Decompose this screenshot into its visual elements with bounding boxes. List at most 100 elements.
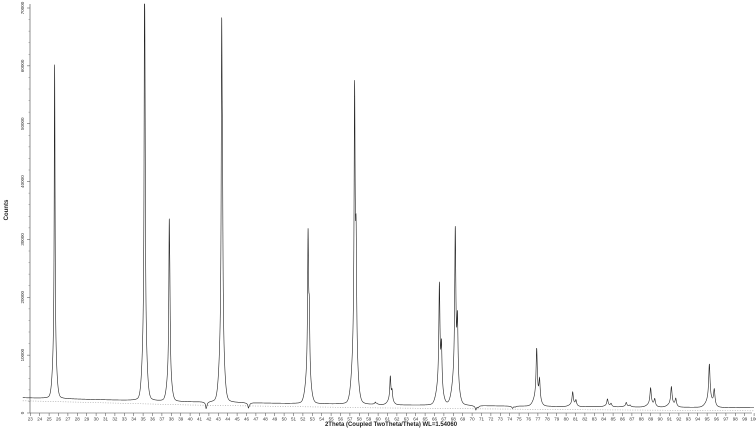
x-tick-label: 86 [620,417,626,422]
peak-point [168,242,170,244]
y-tick-label: 20000 [20,291,25,304]
x-tick-label: 81 [573,417,579,422]
background-line [22,400,755,412]
x-tick-label: 23 [28,417,34,422]
x-tick-label: 80 [564,417,570,422]
x-tick-label: 100 [750,417,756,422]
peak-point [607,398,608,400]
x-tick-label: 55 [329,417,335,422]
y-tick-label: 60000 [20,59,25,72]
peak-point [439,285,440,287]
x-tick-label: 94 [695,417,701,422]
x-tick-label: 66 [432,417,438,422]
y-tick-label: 10000 [20,348,25,361]
x-tick-label: 65 [423,417,429,422]
x-tick-label: 69 [460,417,466,422]
x-tick-label: 68 [451,417,457,422]
peak-point [354,96,355,97]
x-tick-label: 91 [667,417,673,422]
y-tick-label: 0 [20,411,25,414]
x-tick-label: 72 [488,417,494,422]
peak-point [54,134,55,136]
x-tick-label: 47 [253,417,259,422]
x-tick-label: 74 [507,417,513,422]
x-tick-label: 30 [94,417,100,422]
x-tick-label: 93 [686,417,692,422]
y-ticks: 0 10000 20000 30000 40000 50000 60000 70000 [20,1,30,414]
peak-point [738,407,740,409]
y-axis-title: Counts [4,199,10,220]
x-tick-label: 46 [244,417,250,422]
axes [29,4,752,414]
x-tick-label: 32 [112,417,118,422]
peak-marks [54,37,740,411]
x-tick-label: 78 [545,417,551,422]
peak-point [454,231,456,233]
x-tick-label: 27 [65,417,71,422]
x-tick-label: 62 [394,417,400,422]
x-tick-label: 38 [169,417,175,422]
x-tick-label: 77 [535,417,541,422]
x-tick-label: 70 [470,417,476,422]
x-tick-label: 54 [319,417,325,422]
x-tick-label: 45 [235,417,241,422]
x-tick-label: 61 [385,417,391,422]
peak-point [390,376,391,378]
x-tick-label: 39 [178,417,184,422]
peak-point [374,402,376,403]
x-tick-label: 49 [272,417,278,422]
x-tick-label: 37 [159,417,165,422]
x-tick-label: 76 [526,417,532,422]
x-tick-label: 42 [206,417,212,422]
x-tick-label: 40 [188,417,194,422]
peak-point [625,402,627,403]
x-tick-label: 85 [611,417,617,422]
x-axis-title: 2Theta (Coupled TwoTheta/Theta) WL=1.540… [325,422,458,428]
x-tick-label: 83 [592,417,598,422]
peak-point [512,408,513,409]
x-tick-label: 88 [639,417,645,422]
x-tick-label: 60 [376,417,382,422]
x-tick-label: 44 [225,417,231,422]
peak-point [144,37,145,39]
x-tick-label: 43 [216,417,222,422]
x-tick-label: 64 [413,417,419,422]
x-tick-label: 57 [347,417,353,422]
x-tick-label: 29 [84,417,90,422]
y-tick-label: 50000 [20,117,25,130]
peak-point [248,407,249,409]
x-tick-label: 50 [282,417,288,422]
y-tick-label: 40000 [20,175,25,188]
x-tick-label: 73 [498,417,504,422]
x-tick-label: 58 [357,417,363,422]
x-tick-label: 75 [517,417,523,422]
y-tick-label: 70000 [20,1,25,14]
x-tick-label: 87 [629,417,635,422]
x-tick-label: 98 [733,417,739,422]
x-tick-label: 97 [723,417,729,422]
x-tick-label: 26 [56,417,62,422]
peak-point [671,386,672,388]
x-ticks: 23 24 25 26 27 28 29 30 31 32 33 34 35 36 37 38 39 40 41 42… [28,413,756,422]
peak-point [307,239,309,240]
diffraction-pattern-line [22,3,755,411]
x-tick-label: 53 [310,417,316,422]
x-tick-label: 89 [648,417,654,422]
peak-point [205,408,207,409]
x-tick-label: 99 [742,417,748,422]
x-tick-label: 63 [404,417,410,422]
x-tick-label: 84 [601,417,607,422]
x-tick-label: 95 [705,417,711,422]
x-tick-label: 28 [75,417,81,422]
x-tick-label: 31 [103,417,109,422]
x-tick-label: 79 [554,417,560,422]
x-tick-label: 71 [479,417,485,422]
x-tick-label: 24 [37,417,43,422]
peak-point [572,391,573,393]
x-tick-label: 56 [338,417,344,422]
x-tick-label: 41 [197,417,203,422]
x-tick-label: 35 [141,417,147,422]
x-tick-label: 67 [441,417,447,422]
peak-point [709,364,710,365]
